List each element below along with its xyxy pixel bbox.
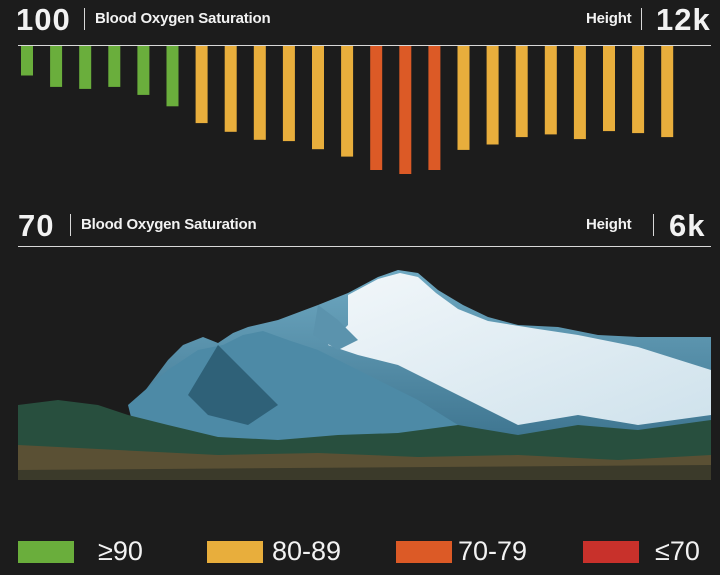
oxygen-bar-16 [457,46,470,150]
oxygen-bar-6 [166,46,179,107]
legend-item-80-89: 80-89 [207,533,367,566]
oxygen-bar-1 [21,46,33,76]
oxygen-bar-14 [399,46,412,174]
legend-swatch-yellow [207,541,263,563]
oxygen-bar-20 [573,46,586,140]
bottom-scale-value: 70 [18,208,55,243]
legend-label: 80-89 [272,536,342,566]
legend-swatch-green [18,541,74,563]
top-height-value: 12k [656,2,711,37]
oxygen-bar-9 [253,46,266,140]
legend-item-70-79: 70-79 [396,533,556,566]
oxygen-bar-7 [195,46,208,124]
legend-swatch-orange [396,541,452,563]
bottom-baseline [18,246,711,247]
oxygen-bar-3 [79,46,92,89]
oxygen-bar-13 [370,46,383,170]
legend-swatch-red [583,541,639,563]
oxygen-bar-15 [428,46,441,170]
legend-label: ≤70 [655,536,700,566]
oxygen-bar-12 [341,46,354,157]
top-height-label: Height [586,10,632,27]
top-baseline [18,45,711,46]
oxygen-bar-23 [661,46,674,138]
legend-label: ≥90 [98,536,143,566]
legend-label: 70-79 [458,536,528,566]
oxygen-bar-chart [21,46,674,174]
oxygen-bar-5 [137,46,150,95]
oxygen-bar-4 [108,46,121,87]
top-scale-value: 100 [16,2,71,37]
oxygen-bar-22 [632,46,645,134]
bottom-header: 70 Blood Oxygen Saturation Height 6k [0,206,720,246]
mountain-illustration [18,270,711,480]
oxygen-bar-8 [224,46,237,132]
top-header-title: Blood Oxygen Saturation [95,10,271,27]
oxygen-bar-2 [50,46,63,87]
bottom-height-value: 6k [669,208,706,243]
oxygen-bar-18 [515,46,528,138]
oxygen-bar-21 [603,46,615,132]
oxygen-bar-19 [544,46,557,135]
oxygen-bar-17 [486,46,499,145]
bottom-height-label: Height [586,216,632,233]
top-header: 100 Blood Oxygen Saturation Height 12k [0,0,720,40]
bottom-header-title: Blood Oxygen Saturation [81,216,257,233]
oxygen-bar-10 [282,46,295,142]
legend-item-low: ≤70 [583,533,718,566]
top-header-divider [84,8,85,30]
legend-item-high: ≥90 [18,533,168,566]
oxygen-bar-11 [312,46,324,150]
bottom-height-divider [653,214,654,236]
bottom-header-divider [70,214,71,236]
top-height-divider [641,8,642,30]
